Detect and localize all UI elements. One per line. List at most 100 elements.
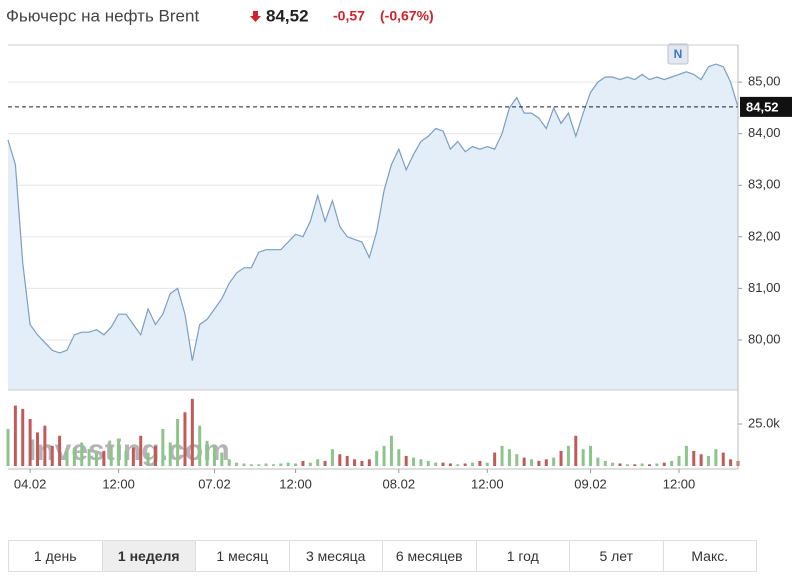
range-tab[interactable]: 1 неделя <box>102 541 196 571</box>
volume-bar <box>515 454 519 466</box>
volume-bar <box>168 442 172 466</box>
volume-bar <box>35 432 39 466</box>
volume-bar <box>522 457 526 466</box>
volume-bar <box>338 454 342 466</box>
range-tab[interactable]: 1 месяц <box>196 541 290 571</box>
volume-bar <box>117 439 121 466</box>
price-line <box>7 63 739 361</box>
volume-bar <box>456 464 460 466</box>
volume-bar <box>426 460 430 466</box>
range-tab[interactable]: Макс. <box>691 548 729 564</box>
volume-bar <box>205 440 209 466</box>
volume-bar <box>507 449 511 466</box>
volume-bar <box>21 408 25 466</box>
volume-bar <box>153 445 157 466</box>
volume-bar <box>65 450 69 466</box>
volume-bar <box>227 459 231 466</box>
volume-bar <box>146 452 150 466</box>
x-tick-label: 12:00 <box>663 476 696 491</box>
volume-bar <box>625 464 629 466</box>
volume-bar <box>28 418 32 466</box>
volume-bar <box>212 445 216 466</box>
watermark: Investing.com <box>28 434 230 467</box>
x-tick-label: 08.02 <box>383 476 416 491</box>
volume-bar <box>729 459 733 466</box>
range-tab[interactable]: 5 лет <box>570 541 664 571</box>
volume-bar <box>198 425 202 466</box>
news-marker <box>667 43 689 65</box>
volume-bar <box>699 454 703 466</box>
volume-bar <box>220 452 224 466</box>
volume-bar <box>94 452 98 466</box>
volume-bar <box>139 435 143 466</box>
volume-bar <box>257 464 261 466</box>
x-tick-label: 09.02 <box>574 476 607 491</box>
volume-bar <box>478 460 482 466</box>
last-price-box <box>740 96 792 117</box>
x-tick-label: 07.02 <box>198 476 231 491</box>
volume-bar <box>633 464 637 466</box>
volume-bar <box>441 462 445 466</box>
volume-bar <box>301 460 305 466</box>
price: 84,52 <box>266 6 309 25</box>
volume-bar <box>559 450 563 466</box>
volume-bar <box>714 449 718 466</box>
volume-bar <box>684 445 688 466</box>
y-tick-label: 84,00 <box>748 125 781 140</box>
volume-bar <box>530 459 534 466</box>
volume-bar <box>109 445 113 466</box>
volume-bar <box>6 429 10 466</box>
volume-bar <box>419 459 423 466</box>
volume-bar <box>176 418 180 466</box>
volume-bar <box>537 460 541 466</box>
volume-bar <box>574 435 578 466</box>
y-tick-label: 83,00 <box>748 177 781 192</box>
volume-bar <box>493 452 497 466</box>
range-tab[interactable]: 1 день <box>9 541 103 571</box>
volume-bar <box>382 445 386 466</box>
volume-bar <box>72 447 76 466</box>
price-area <box>8 64 738 390</box>
volume-bar <box>448 463 452 466</box>
range-tab[interactable]: 6 месяцев <box>383 541 477 571</box>
volume-bar <box>367 459 371 466</box>
volume-bar <box>618 463 622 466</box>
volume-bar <box>80 442 84 466</box>
last-price-label: 84,52 <box>746 99 779 114</box>
volume-bar <box>463 463 467 466</box>
volume-bar <box>692 450 696 466</box>
volume-bar <box>677 455 681 466</box>
volume-bar <box>581 449 585 466</box>
volume-bar <box>87 449 91 466</box>
range-tab[interactable]: 1 год <box>477 541 570 571</box>
change-pct: (-0,67%) <box>380 8 434 24</box>
y-tick-label: 82,00 <box>748 228 781 243</box>
volume-bar <box>353 459 357 466</box>
volume-bar <box>330 449 334 466</box>
volume-bar <box>603 460 607 466</box>
volume-bar <box>183 412 187 466</box>
volume-bar <box>707 455 711 466</box>
volume-bar <box>264 463 268 466</box>
volume-bar <box>316 459 320 466</box>
volume-bar <box>271 464 275 466</box>
volume-bar <box>58 435 62 466</box>
volume-bar <box>611 462 615 466</box>
volume-bar <box>308 462 312 466</box>
volume-bar <box>500 445 504 466</box>
volume-bar <box>670 460 674 466</box>
x-tick-label: 12:00 <box>471 476 504 491</box>
volume-bar <box>13 405 17 466</box>
y-tick-label: 85,00 <box>748 74 781 89</box>
range-tab[interactable]: 3 месяца <box>290 541 383 571</box>
volume-bar <box>566 445 570 466</box>
volume-bar <box>640 463 644 466</box>
chart: Фьючерс на нефть Brent 84,52 -0,57 (-0,6… <box>6 6 792 491</box>
volume-bar <box>131 447 135 466</box>
volume-bar <box>721 452 725 466</box>
volume-bar <box>50 445 54 466</box>
volume-bar <box>294 463 298 466</box>
x-tick-label: 04.02 <box>14 476 47 491</box>
down-arrow <box>250 11 261 22</box>
